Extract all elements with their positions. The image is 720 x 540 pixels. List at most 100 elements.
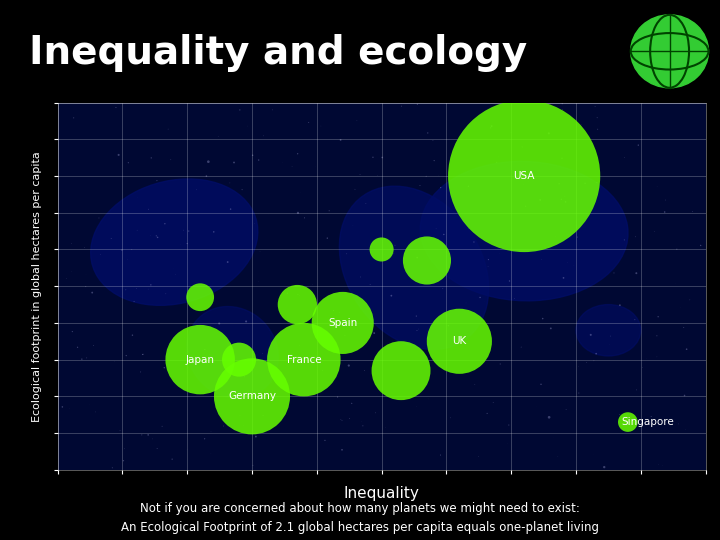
- Point: [143, 503, 154, 511]
- Point: [568, 500, 580, 509]
- Point: [598, 521, 610, 529]
- Point: [605, 507, 616, 516]
- Point: [438, 497, 449, 505]
- Point: [135, 511, 146, 519]
- Point: [547, 517, 559, 526]
- Point: [591, 492, 603, 501]
- Point: [443, 506, 454, 515]
- Point: [589, 484, 600, 493]
- Point: [334, 505, 346, 514]
- Point: [372, 491, 384, 500]
- Point: [107, 521, 118, 529]
- Point: [183, 497, 194, 505]
- Point: [151, 491, 163, 500]
- Point: [396, 484, 408, 493]
- Point: [562, 500, 573, 509]
- Point: [558, 501, 570, 510]
- Point: [505, 487, 517, 496]
- Point: [147, 517, 158, 526]
- Point: [343, 510, 354, 519]
- Point: [341, 499, 353, 508]
- Point: [254, 499, 266, 508]
- Point: [614, 504, 626, 513]
- Point: [246, 392, 258, 401]
- Point: [158, 510, 170, 519]
- Point: [336, 518, 348, 527]
- Point: [282, 503, 293, 511]
- Point: [670, 502, 681, 510]
- Point: [86, 504, 97, 513]
- Point: [487, 514, 499, 523]
- Point: [411, 500, 423, 508]
- Point: [355, 501, 366, 510]
- Point: [468, 498, 480, 507]
- Point: [319, 518, 330, 526]
- Point: [68, 485, 79, 494]
- Point: [543, 487, 554, 496]
- Point: [414, 492, 426, 501]
- Point: [256, 509, 268, 517]
- Point: [675, 504, 687, 513]
- Point: [518, 172, 530, 180]
- Point: [222, 500, 233, 509]
- Point: [118, 519, 130, 528]
- Point: [292, 495, 304, 503]
- Point: [619, 489, 631, 498]
- Point: [132, 493, 143, 502]
- Point: [622, 418, 634, 427]
- Point: [631, 501, 642, 510]
- Point: [199, 517, 210, 526]
- Point: [479, 504, 490, 512]
- Text: An Ecological Footprint of 2.1 global hectares per capita equals one-planet livi: An Ecological Footprint of 2.1 global he…: [121, 521, 599, 535]
- Point: [205, 517, 217, 525]
- Point: [114, 517, 126, 525]
- Text: Not if you are concerned about how many planets we might need to exist:: Not if you are concerned about how many …: [140, 502, 580, 515]
- Point: [474, 503, 486, 512]
- Point: [89, 515, 101, 523]
- Point: [225, 495, 236, 503]
- Point: [199, 509, 211, 517]
- Point: [212, 487, 224, 496]
- Point: [80, 501, 91, 510]
- Point: [292, 503, 304, 512]
- Point: [658, 516, 670, 524]
- Point: [520, 494, 531, 503]
- Point: [411, 514, 423, 523]
- Point: [469, 512, 480, 521]
- Point: [516, 488, 528, 497]
- Point: [557, 484, 568, 492]
- Point: [276, 490, 288, 498]
- Point: [234, 515, 246, 524]
- Point: [534, 494, 546, 502]
- Point: [390, 498, 401, 507]
- Point: [660, 494, 671, 502]
- Point: [682, 488, 693, 497]
- Point: [332, 514, 343, 522]
- Point: [379, 499, 390, 508]
- Point: [427, 488, 438, 496]
- Text: Singapore: Singapore: [621, 417, 674, 427]
- Point: [444, 515, 456, 524]
- Point: [137, 509, 148, 518]
- Point: [238, 516, 249, 525]
- Point: [208, 497, 220, 505]
- Point: [143, 517, 154, 526]
- Point: [531, 514, 542, 523]
- Point: [561, 497, 572, 506]
- Point: [592, 487, 603, 495]
- Point: [266, 512, 277, 521]
- Point: [303, 486, 315, 495]
- Point: [607, 512, 618, 521]
- Point: [263, 495, 274, 504]
- Point: [629, 505, 641, 514]
- Point: [422, 487, 433, 496]
- Point: [523, 492, 534, 501]
- Point: [84, 514, 95, 523]
- Point: [287, 490, 298, 499]
- Point: [678, 507, 690, 515]
- Point: [328, 505, 339, 514]
- Point: [159, 496, 171, 504]
- Point: [388, 499, 400, 508]
- Point: [486, 486, 498, 495]
- Point: [247, 520, 258, 529]
